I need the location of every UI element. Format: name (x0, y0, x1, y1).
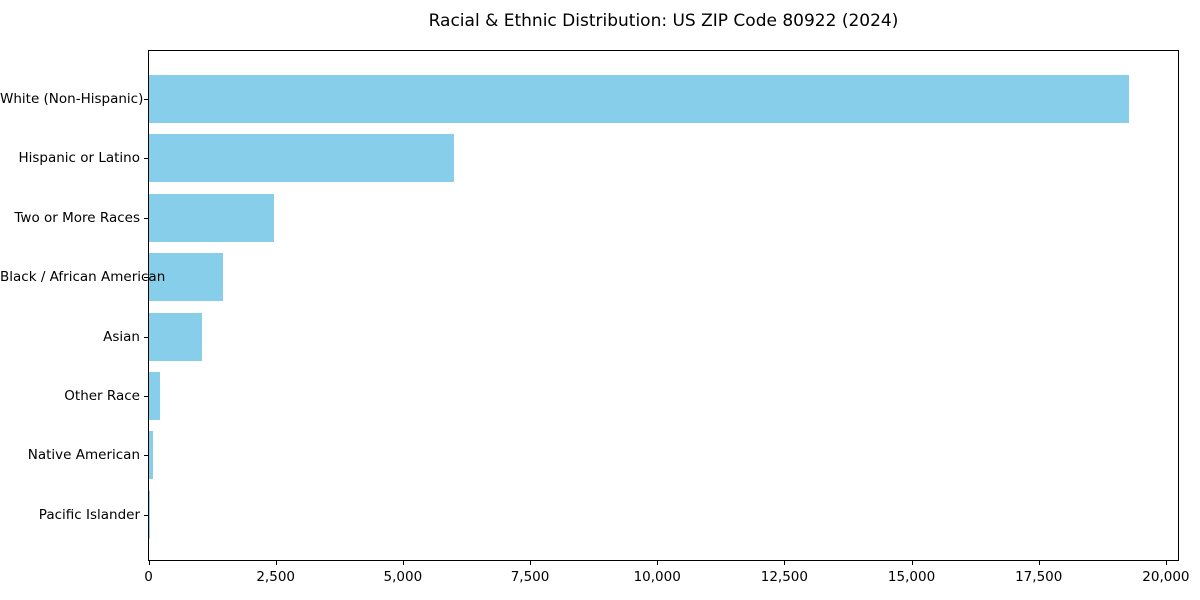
x-tick-mark (1038, 561, 1040, 565)
bar (149, 253, 224, 302)
x-tick-label: 5,000 (383, 569, 423, 585)
x-tick-mark (275, 561, 277, 565)
bar (149, 312, 203, 361)
y-tick-mark (144, 336, 148, 338)
x-tick-mark (657, 561, 659, 565)
y-tick-mark (144, 277, 148, 279)
x-tick-mark (1165, 561, 1167, 565)
y-tick-mark (144, 217, 148, 219)
bar (149, 134, 454, 183)
bar (149, 431, 153, 480)
plot-area (148, 50, 1179, 561)
x-tick-label: 20,000 (1142, 569, 1190, 585)
bar (149, 490, 151, 539)
y-tick-label: White (Non-Hispanic) (0, 91, 144, 107)
x-tick-label: 17,500 (1015, 569, 1063, 585)
y-tick-label: Hispanic or Latino (18, 150, 140, 167)
x-tick-mark (148, 561, 150, 565)
y-tick-label: Black / African American (0, 269, 166, 286)
y-tick-mark (144, 455, 148, 457)
x-tick-label: 0 (144, 569, 153, 585)
bar (149, 372, 160, 420)
y-tick-mark (144, 514, 148, 516)
x-tick-label: 10,000 (633, 569, 681, 585)
y-tick-label: Other Race (64, 388, 140, 404)
y-tick-label: Two or More Races (14, 209, 140, 226)
x-tick-mark (402, 561, 404, 565)
x-tick-label: 15,000 (887, 569, 936, 585)
x-tick-mark (530, 561, 532, 565)
y-tick-mark (144, 158, 148, 160)
y-tick-label: Native American (27, 447, 140, 464)
bar (149, 193, 274, 242)
x-tick-mark (911, 561, 913, 565)
x-tick-label: 7,500 (510, 569, 550, 585)
x-tick-mark (784, 561, 786, 565)
y-tick-mark (144, 99, 148, 100)
x-tick-label: 2,500 (256, 569, 295, 585)
y-tick-label: Pacific Islander (38, 506, 140, 523)
chart-title: Racial & Ethnic Distribution: US ZIP Cod… (428, 11, 899, 31)
bar (149, 75, 1129, 123)
x-tick-label: 12,500 (760, 569, 808, 585)
y-tick-mark (144, 396, 148, 397)
y-tick-label: Asian (103, 328, 140, 345)
